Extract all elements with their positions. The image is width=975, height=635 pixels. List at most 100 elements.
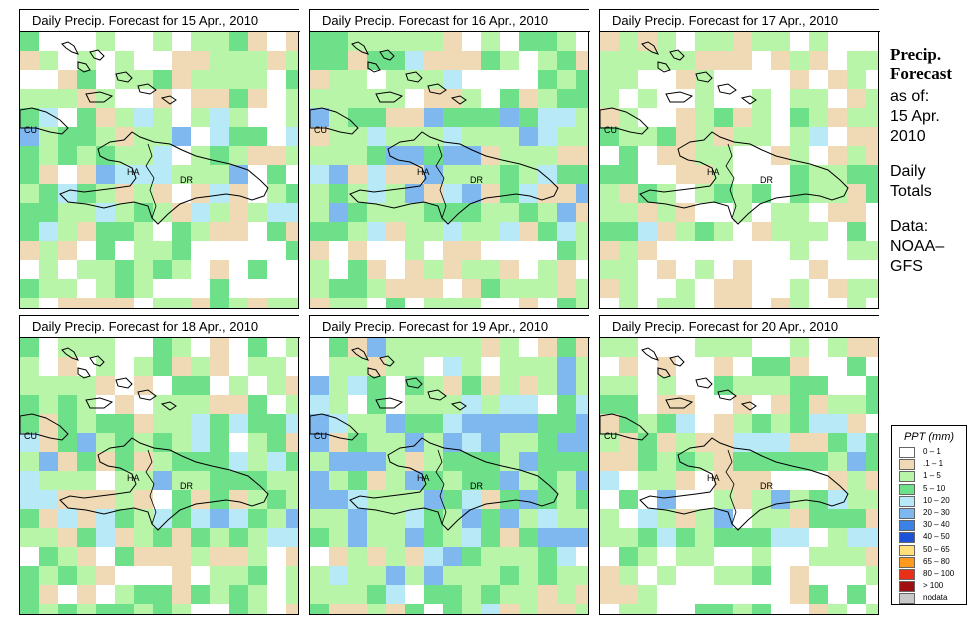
precip-cell xyxy=(752,108,771,127)
precip-cell xyxy=(752,70,771,89)
legend-item: > 100 xyxy=(899,580,966,593)
haiti-dr-border xyxy=(145,449,157,525)
precip-cell xyxy=(267,395,286,414)
precip-legend: PPT (mm) 0 – 1 .1 – 1 1 – 5 5 – 10 10 – 20 20… xyxy=(891,425,967,605)
precip-cell xyxy=(600,338,619,357)
precip-cell xyxy=(191,566,210,585)
precip-map: CU HA DR xyxy=(600,338,878,614)
panel-title: Daily Precip. Forecast for 20 Apr., 2010 xyxy=(600,316,880,338)
precip-cell xyxy=(771,338,790,357)
precip-cell xyxy=(600,32,619,51)
precip-cell xyxy=(576,108,588,127)
precip-cell xyxy=(462,471,481,490)
precip-cell xyxy=(134,528,153,547)
precip-cell xyxy=(96,279,115,298)
precip-cell xyxy=(191,547,210,566)
precip-cell xyxy=(676,222,695,241)
precip-cell xyxy=(600,279,619,298)
precip-cell xyxy=(538,414,557,433)
precip-cell xyxy=(210,357,229,376)
precip-cell xyxy=(153,585,172,604)
precip-cell xyxy=(676,395,695,414)
precip-cell xyxy=(39,165,58,184)
precip-cell xyxy=(134,279,153,298)
precip-cell xyxy=(153,241,172,260)
precip-cell xyxy=(153,146,172,165)
precip-cell xyxy=(752,376,771,395)
precip-cell xyxy=(790,32,809,51)
precip-cell xyxy=(405,357,424,376)
precip-cell xyxy=(733,604,752,614)
precip-cell xyxy=(96,165,115,184)
precip-cell xyxy=(20,528,39,547)
precip-cell xyxy=(462,127,481,146)
precip-cell xyxy=(367,471,386,490)
bahamas-coastline xyxy=(379,355,395,367)
precip-cell xyxy=(267,338,286,357)
precip-cell xyxy=(405,165,424,184)
precip-cell xyxy=(752,566,771,585)
precip-cell xyxy=(519,51,538,70)
precip-cell xyxy=(77,108,96,127)
precip-cell xyxy=(96,433,115,452)
precip-cell xyxy=(248,338,267,357)
precip-cell xyxy=(267,89,286,108)
precip-cell xyxy=(695,260,714,279)
precip-cell xyxy=(462,357,481,376)
precip-cell xyxy=(657,108,676,127)
precip-cell xyxy=(752,184,771,203)
precip-cell xyxy=(771,89,790,108)
precip-cell xyxy=(500,471,519,490)
precip-cell xyxy=(538,395,557,414)
precip-cell xyxy=(790,604,809,614)
country-label-ha: HA xyxy=(417,167,430,177)
precip-cell xyxy=(210,471,229,490)
precip-cell xyxy=(386,89,405,108)
precip-cell xyxy=(329,51,348,70)
legend-swatch xyxy=(899,581,915,593)
precip-cell xyxy=(405,51,424,70)
precip-cell xyxy=(191,89,210,108)
precip-cell xyxy=(462,547,481,566)
bahamas-coastline xyxy=(669,355,685,367)
precip-cell xyxy=(134,566,153,585)
precip-cell xyxy=(538,127,557,146)
precip-cell xyxy=(229,203,248,222)
precip-cell xyxy=(172,509,191,528)
precip-cell xyxy=(557,51,576,70)
precip-cell xyxy=(638,490,657,509)
precip-cell xyxy=(790,184,809,203)
precip-cell xyxy=(286,376,298,395)
precip-cell xyxy=(600,241,619,260)
precip-cell xyxy=(752,89,771,108)
precip-cell xyxy=(134,547,153,566)
precip-cell xyxy=(866,604,878,614)
precip-cell xyxy=(638,433,657,452)
precip-cell xyxy=(638,89,657,108)
precip-cell xyxy=(424,108,443,127)
precip-cell xyxy=(847,127,866,146)
precip-cell xyxy=(248,357,267,376)
precip-cell xyxy=(657,184,676,203)
precip-cell xyxy=(619,203,638,222)
precip-cell xyxy=(229,490,248,509)
asof-date-line2: 2010 xyxy=(890,128,926,145)
precip-cell xyxy=(809,395,828,414)
precip-cell xyxy=(386,395,405,414)
precip-cell xyxy=(538,89,557,108)
precip-cell xyxy=(481,89,500,108)
precip-cell xyxy=(367,32,386,51)
precip-cell xyxy=(790,376,809,395)
precip-cell xyxy=(676,566,695,585)
precip-cell xyxy=(191,395,210,414)
precip-cell xyxy=(267,376,286,395)
precip-cell xyxy=(657,298,676,308)
precip-cell xyxy=(310,452,329,471)
precip-cell xyxy=(58,279,77,298)
precip-cell xyxy=(386,70,405,89)
precip-cell xyxy=(790,547,809,566)
precip-cell xyxy=(557,414,576,433)
precip-cell xyxy=(771,203,790,222)
precip-cell xyxy=(866,298,878,308)
cuba-coastline xyxy=(600,413,649,441)
